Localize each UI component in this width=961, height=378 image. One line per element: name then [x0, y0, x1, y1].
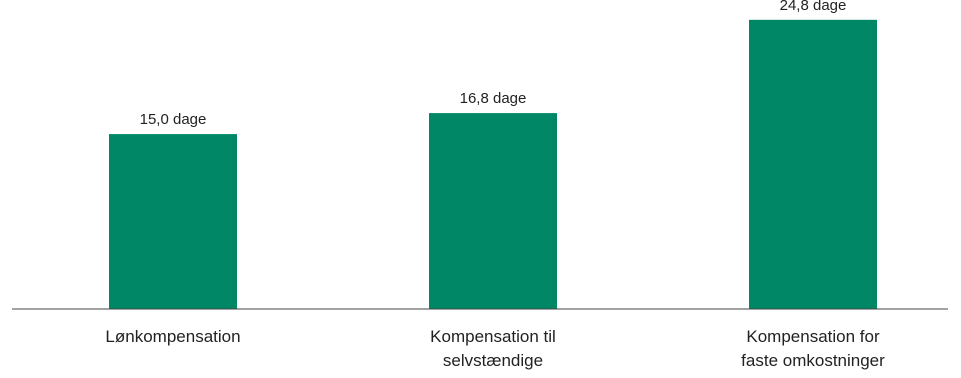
data-label-3: 24,8 dage — [780, 0, 847, 14]
category-label-line: Kompensation til — [430, 327, 556, 346]
category-label-2: Kompensation til selvstændige — [430, 327, 556, 370]
data-label-1: 15,0 dage — [140, 111, 207, 128]
category-label-line: Kompensation for — [746, 327, 880, 346]
category-label-line: faste omkostninger — [741, 351, 885, 370]
category-label-3: Kompensation for faste omkostninger — [741, 327, 885, 370]
category-label-1: Lønkompensation — [105, 327, 240, 346]
data-label-2: 16,8 dage — [460, 90, 527, 107]
bar-1 — [109, 134, 237, 309]
bar-2 — [429, 113, 557, 310]
category-label-line: selvstændige — [443, 351, 543, 370]
labels-layer: 15,0 dage 16,8 dage 24,8 dage — [140, 0, 847, 128]
category-labels: Lønkompensation Kompensation til selvstænd… — [105, 327, 885, 370]
category-label-line: Lønkompensation — [105, 327, 240, 346]
bar-3 — [749, 19, 877, 310]
bars-layer — [109, 19, 877, 310]
